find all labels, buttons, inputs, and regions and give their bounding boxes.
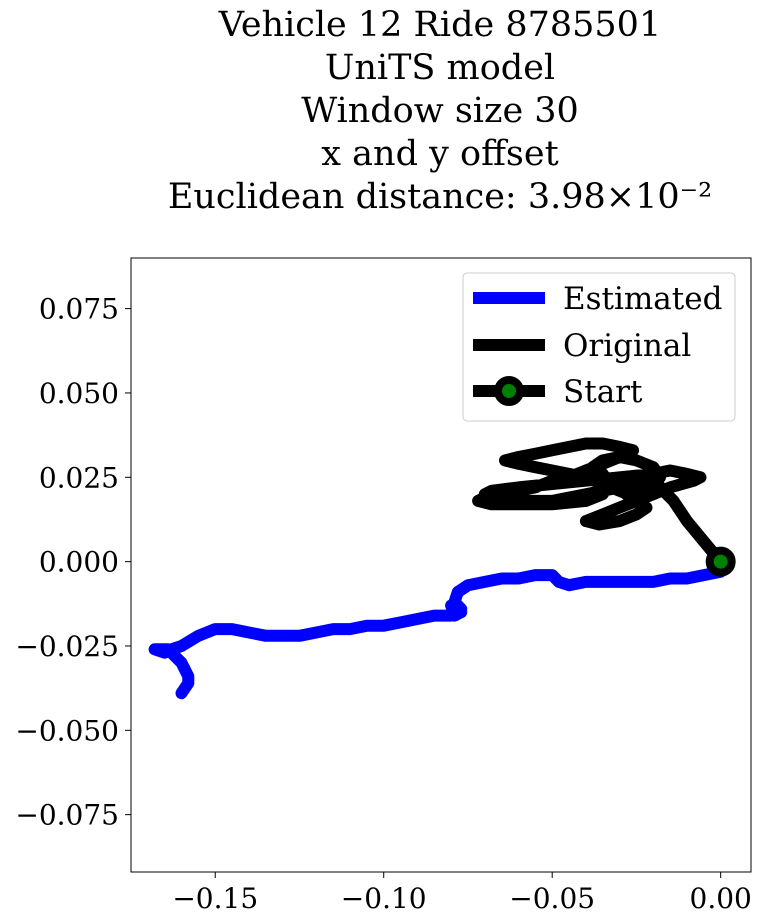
y-tick-label: 0.075 bbox=[39, 293, 119, 326]
plot-data-layer bbox=[148, 437, 727, 700]
legend-label-original: Original bbox=[563, 328, 691, 364]
title-line-2: UniTS model bbox=[325, 48, 555, 88]
x-tick-label: −0.05 bbox=[509, 882, 595, 915]
chart-title: Vehicle 12 Ride 8785501 UniTS model Wind… bbox=[168, 5, 712, 217]
legend-label-start: Start bbox=[563, 374, 643, 410]
y-tick-label: 0.050 bbox=[39, 377, 119, 410]
title-line-5: Euclidean distance: 3.98×10⁻² bbox=[168, 177, 712, 217]
title-line-3: Window size 30 bbox=[301, 91, 579, 131]
legend: Estimated Original Start bbox=[462, 272, 736, 422]
y-tick-label: 0.025 bbox=[39, 461, 119, 494]
start-marker bbox=[705, 546, 736, 577]
legend-label-estimated: Estimated bbox=[563, 281, 722, 317]
title-line-1: Vehicle 12 Ride 8785501 bbox=[218, 5, 661, 45]
y-axis: 0.075 0.050 0.025 0.000 −0.025 −0.050 −0.075 bbox=[15, 293, 131, 832]
series-line-estimated bbox=[148, 565, 727, 700]
y-tick-label: 0.000 bbox=[39, 546, 119, 579]
series-line-original bbox=[472, 437, 727, 568]
x-tick-label: −0.15 bbox=[172, 882, 258, 915]
title-line-4: x and y offset bbox=[321, 134, 558, 174]
y-tick-label: −0.025 bbox=[15, 630, 119, 663]
x-tick-label: −0.10 bbox=[341, 882, 427, 915]
y-tick-label: −0.050 bbox=[15, 714, 119, 747]
plot-area-frame bbox=[130, 257, 752, 873]
legend-start-marker bbox=[494, 376, 524, 406]
y-tick-label: −0.075 bbox=[15, 799, 119, 832]
x-tick-label: 0.00 bbox=[690, 882, 752, 915]
legend-box bbox=[462, 272, 736, 422]
x-axis: −0.15 −0.10 −0.05 0.00 bbox=[172, 872, 752, 915]
